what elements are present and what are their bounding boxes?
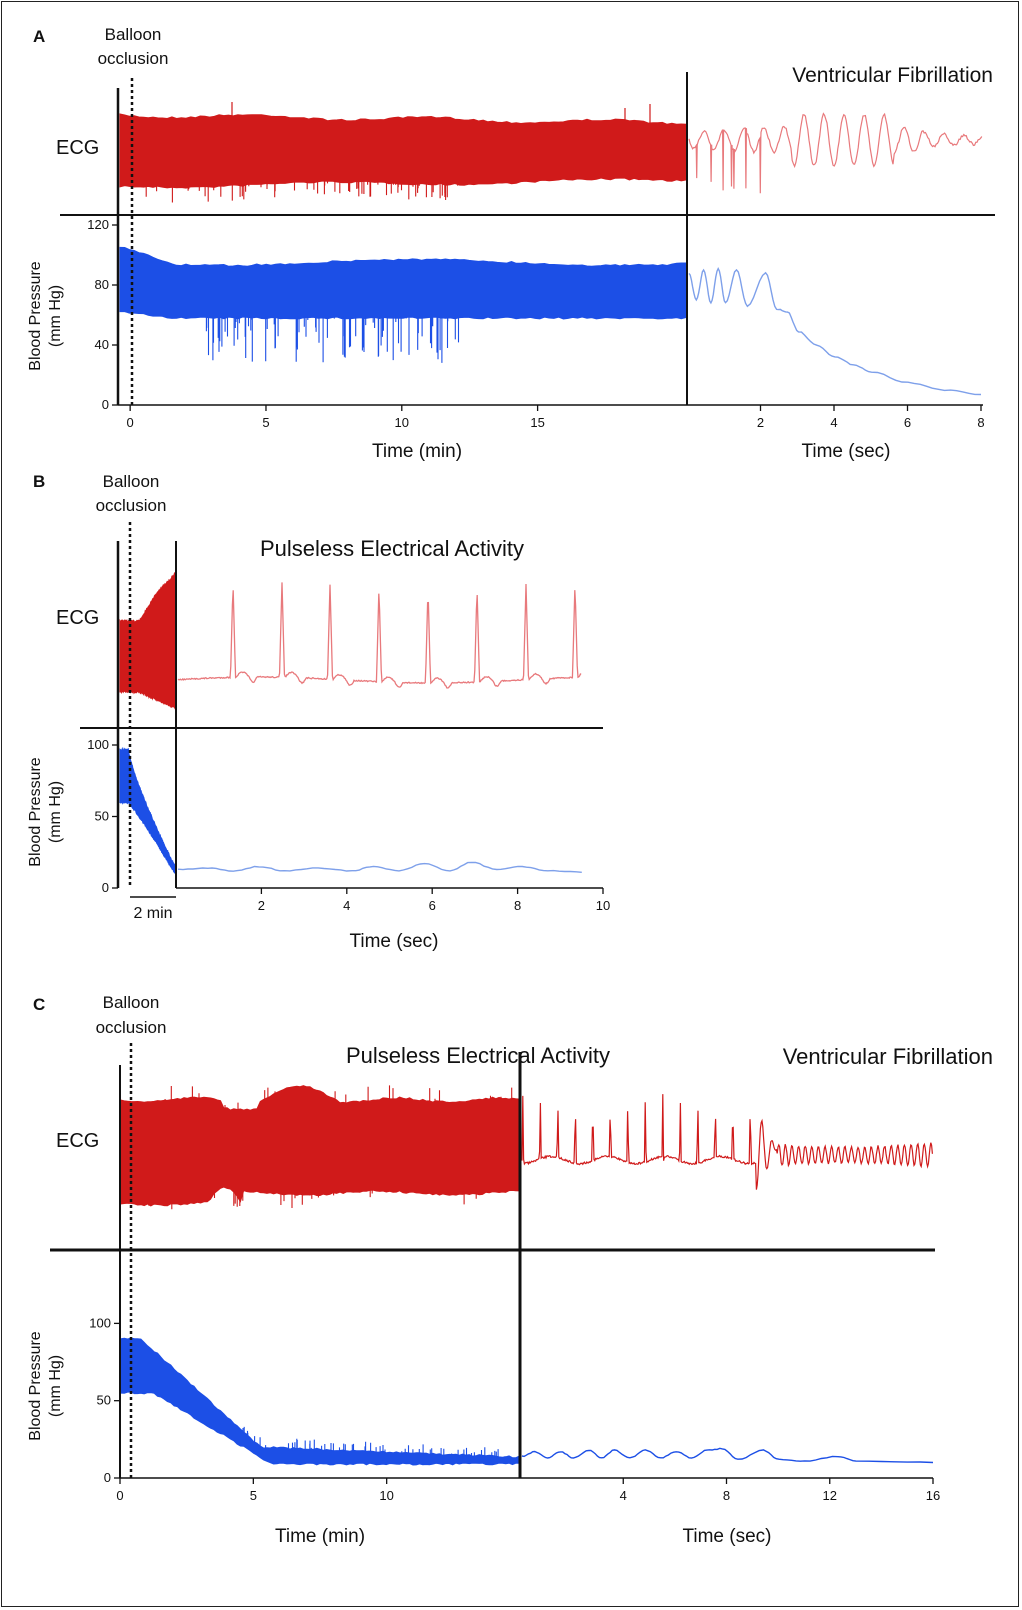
panel-a-bp-trace-left <box>119 246 687 363</box>
panel-b-y-tick-label: 50 <box>95 809 109 824</box>
panel-c-bp-spikes <box>242 1426 506 1459</box>
panel-a-x-sec-tick-label: 8 <box>977 415 984 430</box>
panel-a-occlusion-label-2: occlusion <box>98 49 169 68</box>
panel-a-xlabel-sec: Time (sec) <box>801 441 890 462</box>
panel-a-x-min-tick-label: 5 <box>262 415 269 430</box>
panel-b-occlusion-label-1: Balloon <box>103 472 160 491</box>
panel-b-ecg-trace-left <box>119 572 176 711</box>
panel-a-occlusion-label-1: Balloon <box>105 25 162 44</box>
panel-a-xlabel-min: Time (min) <box>372 441 462 462</box>
panel-c-xlabel-sec: Time (sec) <box>682 1526 771 1547</box>
panel-a-y-tick-label: 0 <box>102 397 109 412</box>
panel-c-y-axis: 0 50 100 <box>89 1315 120 1485</box>
panel-c-x-sec-tick-label: 12 <box>823 1488 837 1503</box>
panel-a-y-axis: 0 40 80 120 <box>87 217 118 412</box>
panel-c-y-tick-label: 50 <box>97 1393 111 1408</box>
panel-c-y-tick-label: 100 <box>89 1315 111 1330</box>
panel-c-xlabel-min: Time (min) <box>275 1526 365 1547</box>
panel-b-ecg-envelope <box>119 572 176 711</box>
panel-c-bp-trace-right <box>521 1447 934 1464</box>
panel-b-x-sec-tick-label: 10 <box>596 898 610 913</box>
panel-a-ecg-spikes <box>131 179 459 203</box>
panel-a-x-sec-tick-label: 6 <box>904 415 911 430</box>
panel-a-ecg-vf-line <box>688 112 983 194</box>
panel-a-ecg-spikes-up <box>231 102 651 124</box>
panel-c-x-ticks-min: 0 5 10 <box>116 1478 394 1503</box>
panel-c-bp-trace-left <box>120 1337 520 1466</box>
panel-a-bp-trace-right <box>688 266 982 396</box>
panel-b-bp-trace-left <box>119 746 176 875</box>
panel-a-ecg-label: ECG <box>56 137 99 159</box>
panel-c-occlusion-label-1: Balloon <box>103 993 160 1012</box>
panel-c-ylabel-2: (mm Hg) <box>47 1355 64 1417</box>
panel-b-xlabel-sec: Time (sec) <box>349 931 438 952</box>
panel-a-x-min-tick-label: 15 <box>530 415 544 430</box>
panel-a-y-tick-label: 40 <box>95 337 109 352</box>
panel-b-scale-bar-label: 2 min <box>133 905 172 922</box>
panel-a-letter: A <box>33 27 45 46</box>
panel-b: B Balloon occlusion Pulseless Electrical… <box>27 472 610 952</box>
panel-a-ecg-trace-right <box>688 112 983 194</box>
panel-b-ecg-trace-right <box>177 582 582 689</box>
panel-b-x-sec-tick-label: 2 <box>258 898 265 913</box>
panel-c-ecg-label: ECG <box>56 1130 99 1152</box>
panel-c-occlusion-label-2: occlusion <box>96 1018 167 1037</box>
panel-a-x-ticks-sec: 2 4 6 8 <box>757 405 985 430</box>
panel-b-x-sec-tick-label: 4 <box>343 898 350 913</box>
panel-a-vf-title: Ventricular Fibrillation <box>792 64 993 87</box>
panel-b-bp-envelope <box>119 746 176 875</box>
panel-a-ylabel-2: (mm Hg) <box>47 285 64 347</box>
panel-a-x-sec-tick-label: 4 <box>830 415 837 430</box>
panel-a-bp-spikes <box>205 316 460 363</box>
panel-c-bp-envelope <box>120 1337 520 1466</box>
panel-c-ylabel-1: Blood Pressure <box>27 1331 44 1440</box>
panel-a-x-min-tick-label: 0 <box>127 415 134 430</box>
panel-b-letter: B <box>33 472 45 491</box>
panel-b-pea-title: Pulseless Electrical Activity <box>260 536 524 561</box>
panel-c-x-sec-tick-label: 4 <box>620 1488 627 1503</box>
panel-c-x-ticks-sec: 4 8 12 16 <box>620 1478 940 1503</box>
panel-a-y-tick-label: 80 <box>95 277 109 292</box>
panel-a-ylabel-1: Blood Pressure <box>27 261 44 370</box>
panel-a-x-ticks-min: 0 5 10 15 <box>127 405 545 430</box>
panel-c: C Balloon occlusion Pulseless Electrical… <box>27 993 993 1547</box>
panel-b-x-sec-tick-label: 6 <box>429 898 436 913</box>
panel-c-x-min-tick-label: 0 <box>116 1488 123 1503</box>
panel-c-x-min-tick-label: 5 <box>250 1488 257 1503</box>
panel-b-bp-trace-right <box>177 861 582 873</box>
panel-c-ecg-spikes <box>148 1085 513 1210</box>
panel-a-x-min-tick-label: 10 <box>395 415 409 430</box>
panel-a-x-sec-tick-label: 2 <box>757 415 764 430</box>
panel-c-y-tick-label: 0 <box>104 1470 111 1485</box>
panel-c-ecg-envelope <box>120 1085 520 1207</box>
panel-a-y-tick-label: 120 <box>87 217 109 232</box>
panel-b-x-ticks-sec: 2 4 6 8 10 <box>258 888 610 913</box>
panel-b-y-tick-label: 0 <box>102 880 109 895</box>
panel-c-x-min-tick-label: 10 <box>379 1488 393 1503</box>
panel-b-ylabel-1: Blood Pressure <box>27 757 44 866</box>
panel-b-x-sec-tick-label: 8 <box>514 898 521 913</box>
panel-b-ecg-label: ECG <box>56 607 99 629</box>
panel-c-pea-title: Pulseless Electrical Activity <box>346 1043 610 1068</box>
panel-a-ecg-trace-left <box>119 102 687 203</box>
panel-b-occlusion-label-2: occlusion <box>96 496 167 515</box>
panel-c-x-sec-tick-label: 16 <box>926 1488 940 1503</box>
panel-a-ecg-envelope <box>119 113 687 189</box>
panel-c-ecg-trace-right <box>521 1094 933 1190</box>
panel-c-x-sec-tick-label: 8 <box>723 1488 730 1503</box>
panel-c-ecg-trace-left <box>120 1085 520 1210</box>
panel-c-letter: C <box>33 995 45 1014</box>
panel-a-bp-envelope <box>119 246 687 320</box>
panel-c-vf-title: Ventricular Fibrillation <box>783 1044 993 1069</box>
panel-b-y-axis: 0 50 100 <box>87 737 118 895</box>
panel-a: A Balloon occlusion Ventricular Fibrilla… <box>27 25 995 462</box>
panel-b-y-tick-label: 100 <box>87 737 109 752</box>
panel-b-ylabel-2: (mm Hg) <box>47 781 64 843</box>
